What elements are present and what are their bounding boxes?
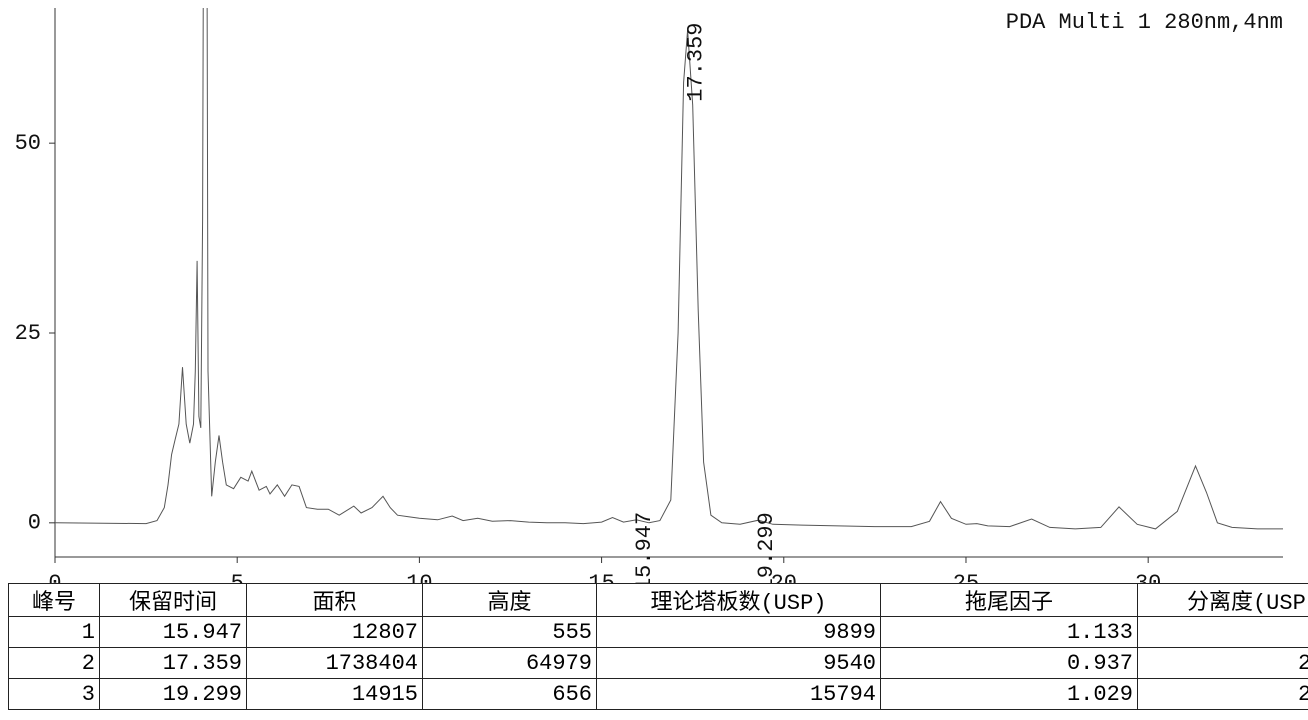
table-cell: 17.359 xyxy=(99,647,247,679)
table-cell: 2.928 xyxy=(1137,678,1308,710)
header-cell: 高度 xyxy=(422,583,597,617)
table-cell: 9899 xyxy=(596,616,881,648)
header-cell: 理论塔板数(USP) xyxy=(596,583,881,617)
peak-label: 19.299 xyxy=(754,512,779,591)
peak-label: 17.359 xyxy=(683,22,708,101)
header-cell: 分离度(USP) xyxy=(1137,583,1308,617)
table-cell: 2 xyxy=(8,647,100,679)
y-tick-label: 0 xyxy=(28,511,41,536)
header-cell: 峰号 xyxy=(8,583,100,617)
table-cell: 1738404 xyxy=(246,647,423,679)
table-cell: 14915 xyxy=(246,678,423,710)
table-cell: 0.937 xyxy=(880,647,1138,679)
detector-label: PDA Multi 1 280nm,4nm xyxy=(1006,10,1283,35)
header-cell: 保留时间 xyxy=(99,583,247,617)
table-header: 峰号 保留时间 面积 高度 理论塔板数(USP) 拖尾因子 分离度(USP) xyxy=(8,583,1308,617)
table-cell: 1.133 xyxy=(880,616,1138,648)
table-cell: 15794 xyxy=(596,678,881,710)
header-cell: 拖尾因子 xyxy=(880,583,1138,617)
table-cell: 64979 xyxy=(422,647,597,679)
table-cell: 3 xyxy=(8,678,100,710)
table-cell: 656 xyxy=(422,678,597,710)
peak-label: 15.947 xyxy=(632,512,657,591)
y-tick-label: 50 xyxy=(15,131,41,156)
table-cell: 15.947 xyxy=(99,616,247,648)
table-cell: 2.090 xyxy=(1137,647,1308,679)
trace xyxy=(55,8,1283,530)
table-cell: 1 xyxy=(8,616,100,648)
peak-table: 峰号 保留时间 面积 高度 理论塔板数(USP) 拖尾因子 分离度(USP) 1 15.947 1… xyxy=(8,583,1308,710)
table-cell: 19.299 xyxy=(99,678,247,710)
table-cell: -- xyxy=(1137,616,1308,648)
table-cell: 555 xyxy=(422,616,597,648)
table-cell: 9540 xyxy=(596,647,881,679)
table-cell: 12807 xyxy=(246,616,423,648)
table-cell: 1.029 xyxy=(880,678,1138,710)
header-cell: 面积 xyxy=(246,583,423,617)
y-tick-label: 25 xyxy=(15,321,41,346)
